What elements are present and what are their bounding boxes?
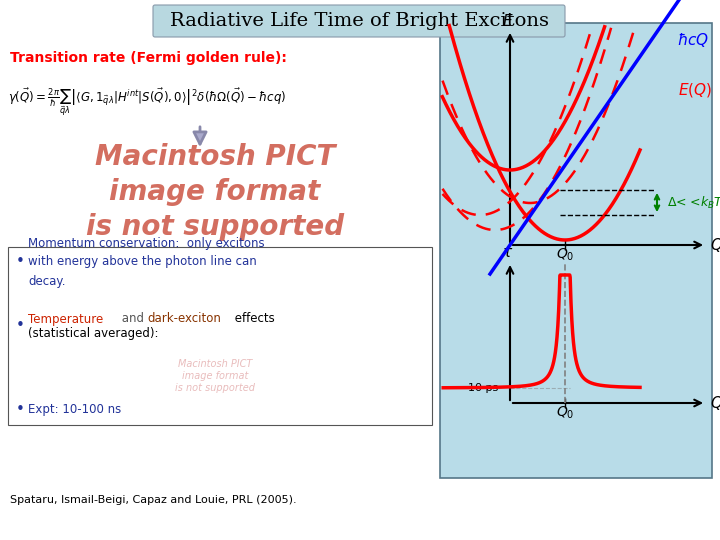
Text: Spataru, Ismail-Beigi, Capaz and Louie, PRL (2005).: Spataru, Ismail-Beigi, Capaz and Louie, … — [10, 495, 297, 505]
Text: $Q$: $Q$ — [710, 236, 720, 254]
Text: $Q_0$: $Q_0$ — [556, 247, 575, 264]
Text: $E$: $E$ — [502, 13, 514, 29]
Text: Macintosh PICT
image format
is not supported: Macintosh PICT image format is not suppo… — [86, 144, 344, 241]
Text: Expt: 10-100 ns: Expt: 10-100 ns — [28, 402, 121, 415]
Text: effects: effects — [231, 313, 275, 326]
Text: $E(Q)$: $E(Q)$ — [678, 81, 712, 99]
FancyBboxPatch shape — [153, 5, 565, 37]
Text: Temperature: Temperature — [28, 313, 103, 326]
Text: Transition rate (Fermi golden rule):: Transition rate (Fermi golden rule): — [10, 51, 287, 65]
Text: •: • — [16, 318, 25, 333]
Text: $\hbar cQ$: $\hbar cQ$ — [677, 31, 709, 49]
Text: •: • — [16, 254, 25, 269]
Text: Macintosh PICT
image format
is not supported: Macintosh PICT image format is not suppo… — [175, 359, 255, 394]
Text: and: and — [118, 313, 148, 326]
Text: $\tau$: $\tau$ — [503, 245, 513, 260]
Text: $Q$: $Q$ — [710, 394, 720, 412]
Text: Radiative Life Time of Bright Excitons: Radiative Life Time of Bright Excitons — [169, 12, 549, 30]
Bar — [440, 23, 712, 478]
Text: (statistical averaged):: (statistical averaged): — [28, 327, 158, 340]
Text: •: • — [16, 402, 25, 416]
Text: $Q_0$: $Q_0$ — [556, 405, 575, 421]
Text: 10 ps: 10 ps — [468, 383, 498, 393]
Text: $\Delta\!<\!<\!k_B T$: $\Delta\!<\!<\!k_B T$ — [667, 194, 720, 211]
Text: $\gamma(\vec{Q}) = \frac{2\pi}{\hbar}\sum_{\vec{q}\lambda}\left|\langle G,1_{\ve: $\gamma(\vec{Q}) = \frac{2\pi}{\hbar}\su… — [8, 86, 287, 118]
Text: dark-exciton: dark-exciton — [147, 313, 221, 326]
Bar — [8, 247, 432, 425]
Text: Momentum conservation:  only excitons
with energy above the photon line can
deca: Momentum conservation: only excitons wit… — [28, 237, 265, 287]
